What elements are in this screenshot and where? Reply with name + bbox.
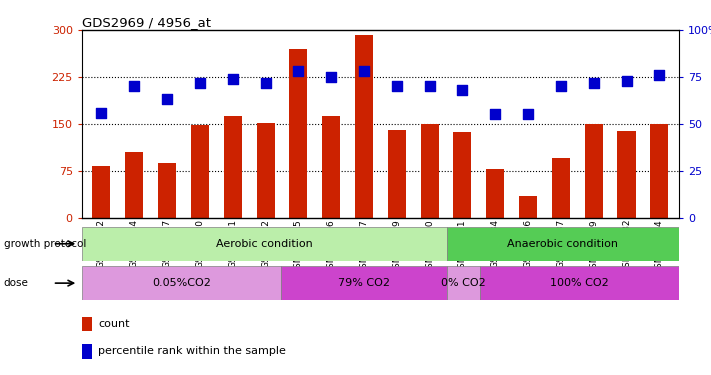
Bar: [552, 158, 570, 218]
Bar: [447, 266, 480, 300]
Text: 0% CO2: 0% CO2: [441, 278, 486, 288]
Text: percentile rank within the sample: percentile rank within the sample: [98, 346, 286, 356]
Bar: [191, 125, 209, 217]
Text: count: count: [98, 319, 129, 329]
Point: [523, 111, 534, 117]
Bar: [387, 130, 406, 218]
Point: [129, 83, 140, 89]
Text: growth protocol: growth protocol: [4, 239, 86, 249]
Bar: [82, 227, 447, 261]
Bar: [158, 162, 176, 218]
Point: [456, 87, 468, 93]
Bar: [281, 266, 447, 300]
Point: [227, 76, 238, 82]
Point: [424, 83, 435, 89]
Point: [326, 74, 337, 80]
Bar: [447, 227, 679, 261]
Point: [555, 83, 567, 89]
Point: [194, 80, 205, 86]
Bar: [92, 166, 110, 218]
Text: dose: dose: [4, 278, 28, 288]
Point: [588, 80, 599, 86]
Text: GDS2969 / 4956_at: GDS2969 / 4956_at: [82, 16, 210, 29]
Bar: [125, 152, 144, 217]
Text: 79% CO2: 79% CO2: [338, 278, 390, 288]
Point: [490, 111, 501, 117]
Bar: [82, 316, 92, 331]
Bar: [82, 266, 281, 300]
Bar: [519, 196, 537, 217]
Bar: [454, 132, 471, 218]
Bar: [421, 124, 439, 218]
Bar: [82, 344, 92, 358]
Bar: [480, 266, 679, 300]
Bar: [651, 124, 668, 218]
Point: [260, 80, 271, 86]
Point: [358, 68, 370, 74]
Bar: [322, 116, 340, 218]
Bar: [584, 124, 603, 218]
Point: [161, 96, 173, 102]
Point: [653, 72, 665, 78]
Bar: [289, 49, 307, 217]
Text: Aerobic condition: Aerobic condition: [216, 239, 313, 249]
Bar: [224, 116, 242, 218]
Text: 0.05%CO2: 0.05%CO2: [152, 278, 210, 288]
Bar: [257, 123, 274, 218]
Text: Anaerobic condition: Anaerobic condition: [508, 239, 619, 249]
Text: 100% CO2: 100% CO2: [550, 278, 609, 288]
Point: [293, 68, 304, 74]
Bar: [355, 35, 373, 218]
Bar: [486, 169, 504, 217]
Point: [621, 78, 632, 84]
Point: [96, 110, 107, 116]
Point: [391, 83, 402, 89]
Bar: [617, 131, 636, 218]
